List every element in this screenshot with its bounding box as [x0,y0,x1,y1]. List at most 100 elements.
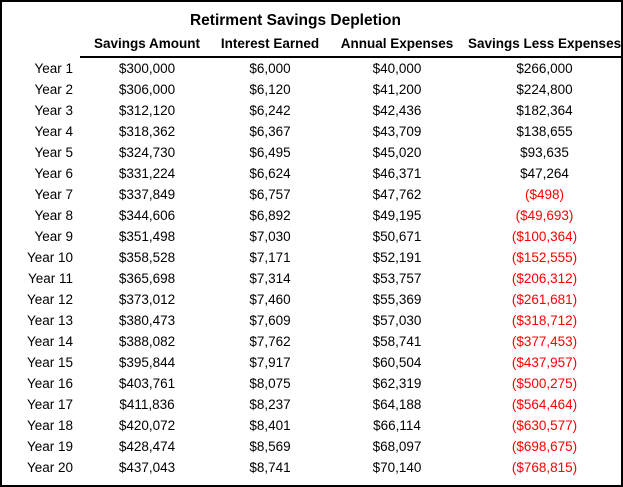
cell-savings-less-expenses: ($100,364) [511,229,578,244]
table-row: Year 12 $373,012 $7,460 $55,369 ($261,68… [2,289,621,310]
row-label-year: Year 8 [34,208,73,223]
table-row: Year 19 $428,474 $8,569 $68,097 ($698,67… [2,436,621,457]
cell-savings-less-expenses: ($377,453) [511,334,578,349]
column-header-annual-expenses: Annual Expenses [326,34,468,58]
column-header-savings-amount: Savings Amount [80,34,214,58]
cell-interest-earned: $7,609 [249,313,291,328]
table-row: Year 1 $300,000 $6,000 $40,000 $266,000 [2,58,621,79]
cell-savings-less-expenses: ($437,957) [511,355,578,370]
cell-interest-earned: $8,237 [249,397,291,412]
cell-savings-less-expenses: ($49,693) [515,208,574,223]
cell-savings-amount: $388,082 [118,334,176,349]
cell-interest-earned: $6,367 [249,124,291,139]
table-row: Year 5 $324,730 $6,495 $45,020 $93,635 [2,142,621,163]
cell-annual-expenses: $57,030 [372,313,422,328]
cell-savings-less-expenses: ($152,555) [511,250,578,265]
cell-interest-earned: $8,075 [249,376,291,391]
row-label-year: Year 6 [34,166,73,181]
cell-savings-amount: $331,224 [118,166,176,181]
cell-savings-amount: $318,362 [118,124,176,139]
cell-interest-earned: $6,242 [249,103,291,118]
cell-savings-less-expenses: ($698,675) [511,439,578,454]
row-label-year: Year 15 [26,355,73,370]
table-row: Year 10 $358,528 $7,171 $52,191 ($152,55… [2,247,621,268]
table-row: Year 14 $388,082 $7,762 $58,741 ($377,45… [2,331,621,352]
cell-interest-earned: $7,314 [249,271,291,286]
cell-savings-amount: $358,528 [118,250,176,265]
cell-savings-amount: $420,072 [118,418,176,433]
cell-interest-earned: $7,917 [249,355,291,370]
cell-savings-less-expenses: ($498) [524,187,565,202]
cell-savings-amount: $300,000 [118,61,176,76]
cell-savings-less-expenses: ($630,577) [511,418,578,433]
row-label-year: Year 3 [34,103,73,118]
row-label-year: Year 4 [34,124,73,139]
table-row: Year 17 $411,836 $8,237 $64,188 ($564,46… [2,394,621,415]
table-row: Year 8 $344,606 $6,892 $49,195 ($49,693) [2,205,621,226]
table-row: Year 3 $312,120 $6,242 $42,436 $182,364 [2,100,621,121]
cell-savings-less-expenses: $47,264 [520,166,569,181]
cell-savings-amount: $428,474 [118,439,176,454]
row-label-year: Year 5 [34,145,73,160]
cell-savings-amount: $373,012 [118,292,176,307]
table-row: Year 9 $351,498 $7,030 $50,671 ($100,364… [2,226,621,247]
table-row: Year 4 $318,362 $6,367 $43,709 $138,655 [2,121,621,142]
cell-interest-earned: $6,757 [249,187,291,202]
row-label-year: Year 17 [26,397,73,412]
cell-annual-expenses: $49,195 [372,208,422,223]
cell-annual-expenses: $64,188 [372,397,422,412]
cell-savings-amount: $324,730 [118,145,176,160]
cell-annual-expenses: $45,020 [372,145,422,160]
cell-savings-amount: $312,120 [118,103,176,118]
row-label-year: Year 14 [26,334,73,349]
cell-savings-less-expenses: $224,800 [516,82,573,97]
cell-savings-amount: $411,836 [119,397,175,412]
cell-annual-expenses: $60,504 [372,355,422,370]
cell-interest-earned: $7,460 [249,292,291,307]
page-title: Retirment Savings Depletion [189,12,401,29]
cell-savings-less-expenses: ($564,464) [511,397,578,412]
cell-savings-less-expenses: $138,655 [516,124,573,139]
cell-savings-amount: $403,761 [118,376,176,391]
table-row: Year 15 $395,844 $7,917 $60,504 ($437,95… [2,352,621,373]
cell-annual-expenses: $47,762 [372,187,422,202]
table-row: Year 16 $403,761 $8,075 $62,319 ($500,27… [2,373,621,394]
cell-interest-earned: $6,624 [249,166,291,181]
cell-interest-earned: $7,030 [249,229,291,244]
table-row: Year 7 $337,849 $6,757 $47,762 ($498) [2,184,621,205]
cell-annual-expenses: $68,097 [372,439,422,454]
table-row: Year 13 $380,473 $7,609 $57,030 ($318,71… [2,310,621,331]
cell-annual-expenses: $62,319 [372,376,422,391]
cell-annual-expenses: $66,114 [373,418,421,433]
cell-savings-amount: $437,043 [118,460,176,475]
row-label-year: Year 20 [26,460,73,475]
cell-interest-earned: $6,892 [249,208,291,223]
row-label-year: Year 9 [34,229,73,244]
table-row: Year 11 $365,698 $7,314 $53,757 ($206,31… [2,268,621,289]
table-body: Year 1 $300,000 $6,000 $40,000 $266,000 … [2,58,621,478]
cell-annual-expenses: $52,191 [372,250,422,265]
cell-savings-amount: $306,000 [118,82,176,97]
table-header-row: Savings Amount Interest Earned Annual Ex… [2,34,621,58]
cell-savings-less-expenses: ($206,312) [511,271,578,286]
cell-interest-earned: $7,762 [249,334,291,349]
column-header-interest-earned: Interest Earned [214,34,326,58]
cell-annual-expenses: $43,709 [372,124,422,139]
cell-savings-amount: $380,473 [118,313,176,328]
cell-annual-expenses: $50,671 [372,229,422,244]
cell-annual-expenses: $55,369 [372,292,422,307]
cell-savings-amount: $365,698 [118,271,176,286]
cell-annual-expenses: $41,200 [372,82,422,97]
row-label-year: Year 1 [34,61,73,76]
cell-savings-less-expenses: ($500,275) [511,376,578,391]
savings-table: Savings Amount Interest Earned Annual Ex… [2,34,621,478]
row-label-year: Year 13 [26,313,73,328]
cell-annual-expenses: $58,741 [372,334,422,349]
cell-savings-less-expenses: $266,000 [516,61,573,76]
cell-annual-expenses: $46,371 [372,166,422,181]
cell-interest-earned: $8,569 [249,439,291,454]
row-label-year: Year 16 [26,376,73,391]
cell-interest-earned: $7,171 [249,250,291,265]
row-label-year: Year 18 [26,418,73,433]
